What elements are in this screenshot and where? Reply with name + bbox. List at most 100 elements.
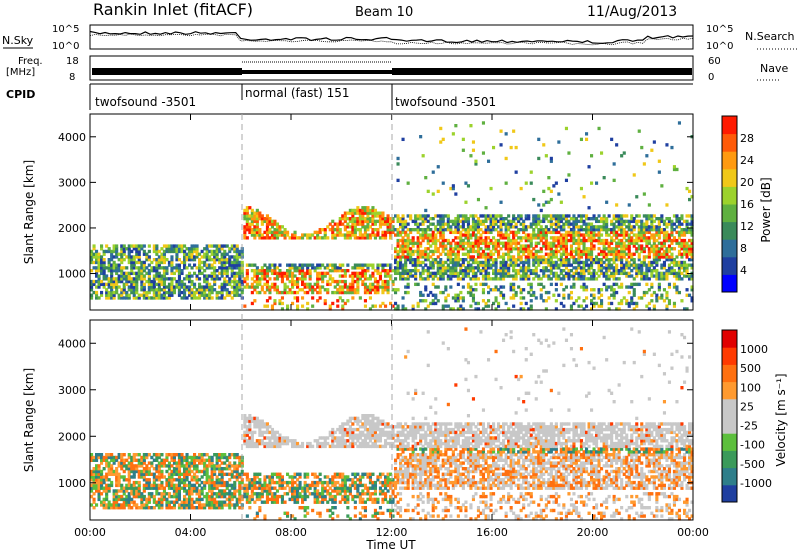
data-cell	[474, 160, 477, 163]
data-cell	[160, 453, 163, 456]
nsky-label: N.Sky	[2, 34, 34, 47]
data-cell	[407, 283, 410, 286]
data-cell	[442, 182, 445, 185]
data-cell	[246, 269, 249, 272]
data-cell	[100, 244, 103, 247]
data-cell	[258, 228, 261, 231]
data-cell	[585, 285, 588, 288]
power-cbar-tick: 4	[740, 264, 747, 277]
data-cell	[613, 162, 616, 165]
data-cell	[452, 132, 455, 135]
data-cell	[580, 187, 583, 190]
date-title: 11/Aug/2013	[587, 4, 677, 20]
data-cell	[547, 291, 550, 294]
data-cell	[402, 296, 405, 299]
data-cell	[653, 140, 656, 143]
data-cell	[434, 294, 437, 297]
data-cell	[402, 138, 405, 141]
data-cell	[590, 182, 593, 185]
data-cell	[93, 244, 96, 247]
data-cell	[286, 231, 289, 234]
data-cell	[633, 288, 636, 291]
data-cell	[482, 121, 485, 124]
data-cell	[437, 165, 440, 168]
data-cell	[557, 294, 560, 297]
data-cell	[522, 288, 525, 291]
data-cell	[635, 302, 638, 305]
data-cell	[402, 214, 405, 217]
data-cell	[633, 173, 636, 176]
data-cell	[658, 283, 661, 286]
data-cell	[346, 299, 349, 302]
data-cell	[93, 498, 96, 501]
data-cell	[369, 296, 372, 299]
data-cell	[437, 190, 440, 193]
data-cell	[507, 214, 510, 217]
data-cell	[424, 209, 427, 212]
data-cell	[397, 157, 400, 160]
data-cell	[407, 291, 410, 294]
data-cell	[160, 470, 163, 473]
power-cbar-label: Power [dB]	[759, 177, 773, 242]
data-cell	[660, 214, 663, 217]
nsearch-tick-high: 10^5	[706, 24, 733, 35]
data-cell	[678, 121, 681, 124]
data-cell	[610, 302, 613, 305]
nave-tick-high: 60	[708, 56, 721, 67]
power-cbar-tick: 12	[740, 220, 754, 233]
data-cell	[640, 146, 643, 149]
data-cell	[462, 296, 465, 299]
data-cell	[110, 481, 113, 484]
data-cell	[427, 190, 430, 193]
data-cell	[341, 264, 344, 267]
data-cell	[565, 179, 568, 182]
data-cell	[593, 288, 596, 291]
data-cell	[550, 198, 553, 201]
data-cell	[585, 296, 588, 299]
cpid-mode-1: twofsound -3501	[95, 95, 196, 109]
station-title: Rankin Inlet (fitACF)	[93, 0, 253, 19]
data-cell	[422, 154, 425, 157]
data-cell	[555, 283, 558, 286]
data-cell	[537, 214, 540, 217]
data-cell	[500, 130, 503, 133]
data-cell	[487, 272, 490, 275]
data-cell	[555, 288, 558, 291]
data-cell	[311, 305, 314, 308]
data-cell	[444, 285, 447, 288]
data-cell	[397, 305, 400, 308]
data-cell	[419, 135, 422, 138]
data-cell	[495, 296, 498, 299]
freq-band-1	[92, 68, 242, 75]
data-cell	[595, 182, 598, 185]
data-cell	[253, 299, 256, 302]
nsky-panel: N.Sky 10^5 10^0 10^5 10^0 N.Search	[2, 24, 797, 52]
data-cell	[482, 151, 485, 154]
data-cell	[512, 283, 515, 286]
data-cell	[160, 481, 163, 484]
data-cell	[613, 179, 616, 182]
colorbar-swatch	[722, 204, 737, 222]
data-cell	[268, 277, 271, 280]
data-cell	[585, 138, 588, 141]
data-cell	[459, 291, 462, 294]
data-cell	[505, 157, 508, 160]
data-cell	[660, 184, 663, 187]
data-cell	[527, 214, 530, 217]
data-cell	[155, 244, 158, 247]
data-cell	[570, 296, 573, 299]
data-cell	[645, 283, 648, 286]
data-cell	[301, 296, 304, 299]
data-cell	[424, 176, 427, 179]
data-cell	[442, 138, 445, 141]
freq-band-3	[392, 68, 692, 75]
data-cell	[570, 291, 573, 294]
y-tick-label: 4000	[58, 131, 86, 144]
power-cbar-tick: 8	[740, 242, 747, 255]
data-cell	[545, 154, 548, 157]
data-cell	[615, 143, 618, 146]
data-cell	[286, 305, 289, 308]
power-cbar-tick: 20	[740, 176, 754, 189]
colorbar-swatch	[722, 151, 737, 169]
